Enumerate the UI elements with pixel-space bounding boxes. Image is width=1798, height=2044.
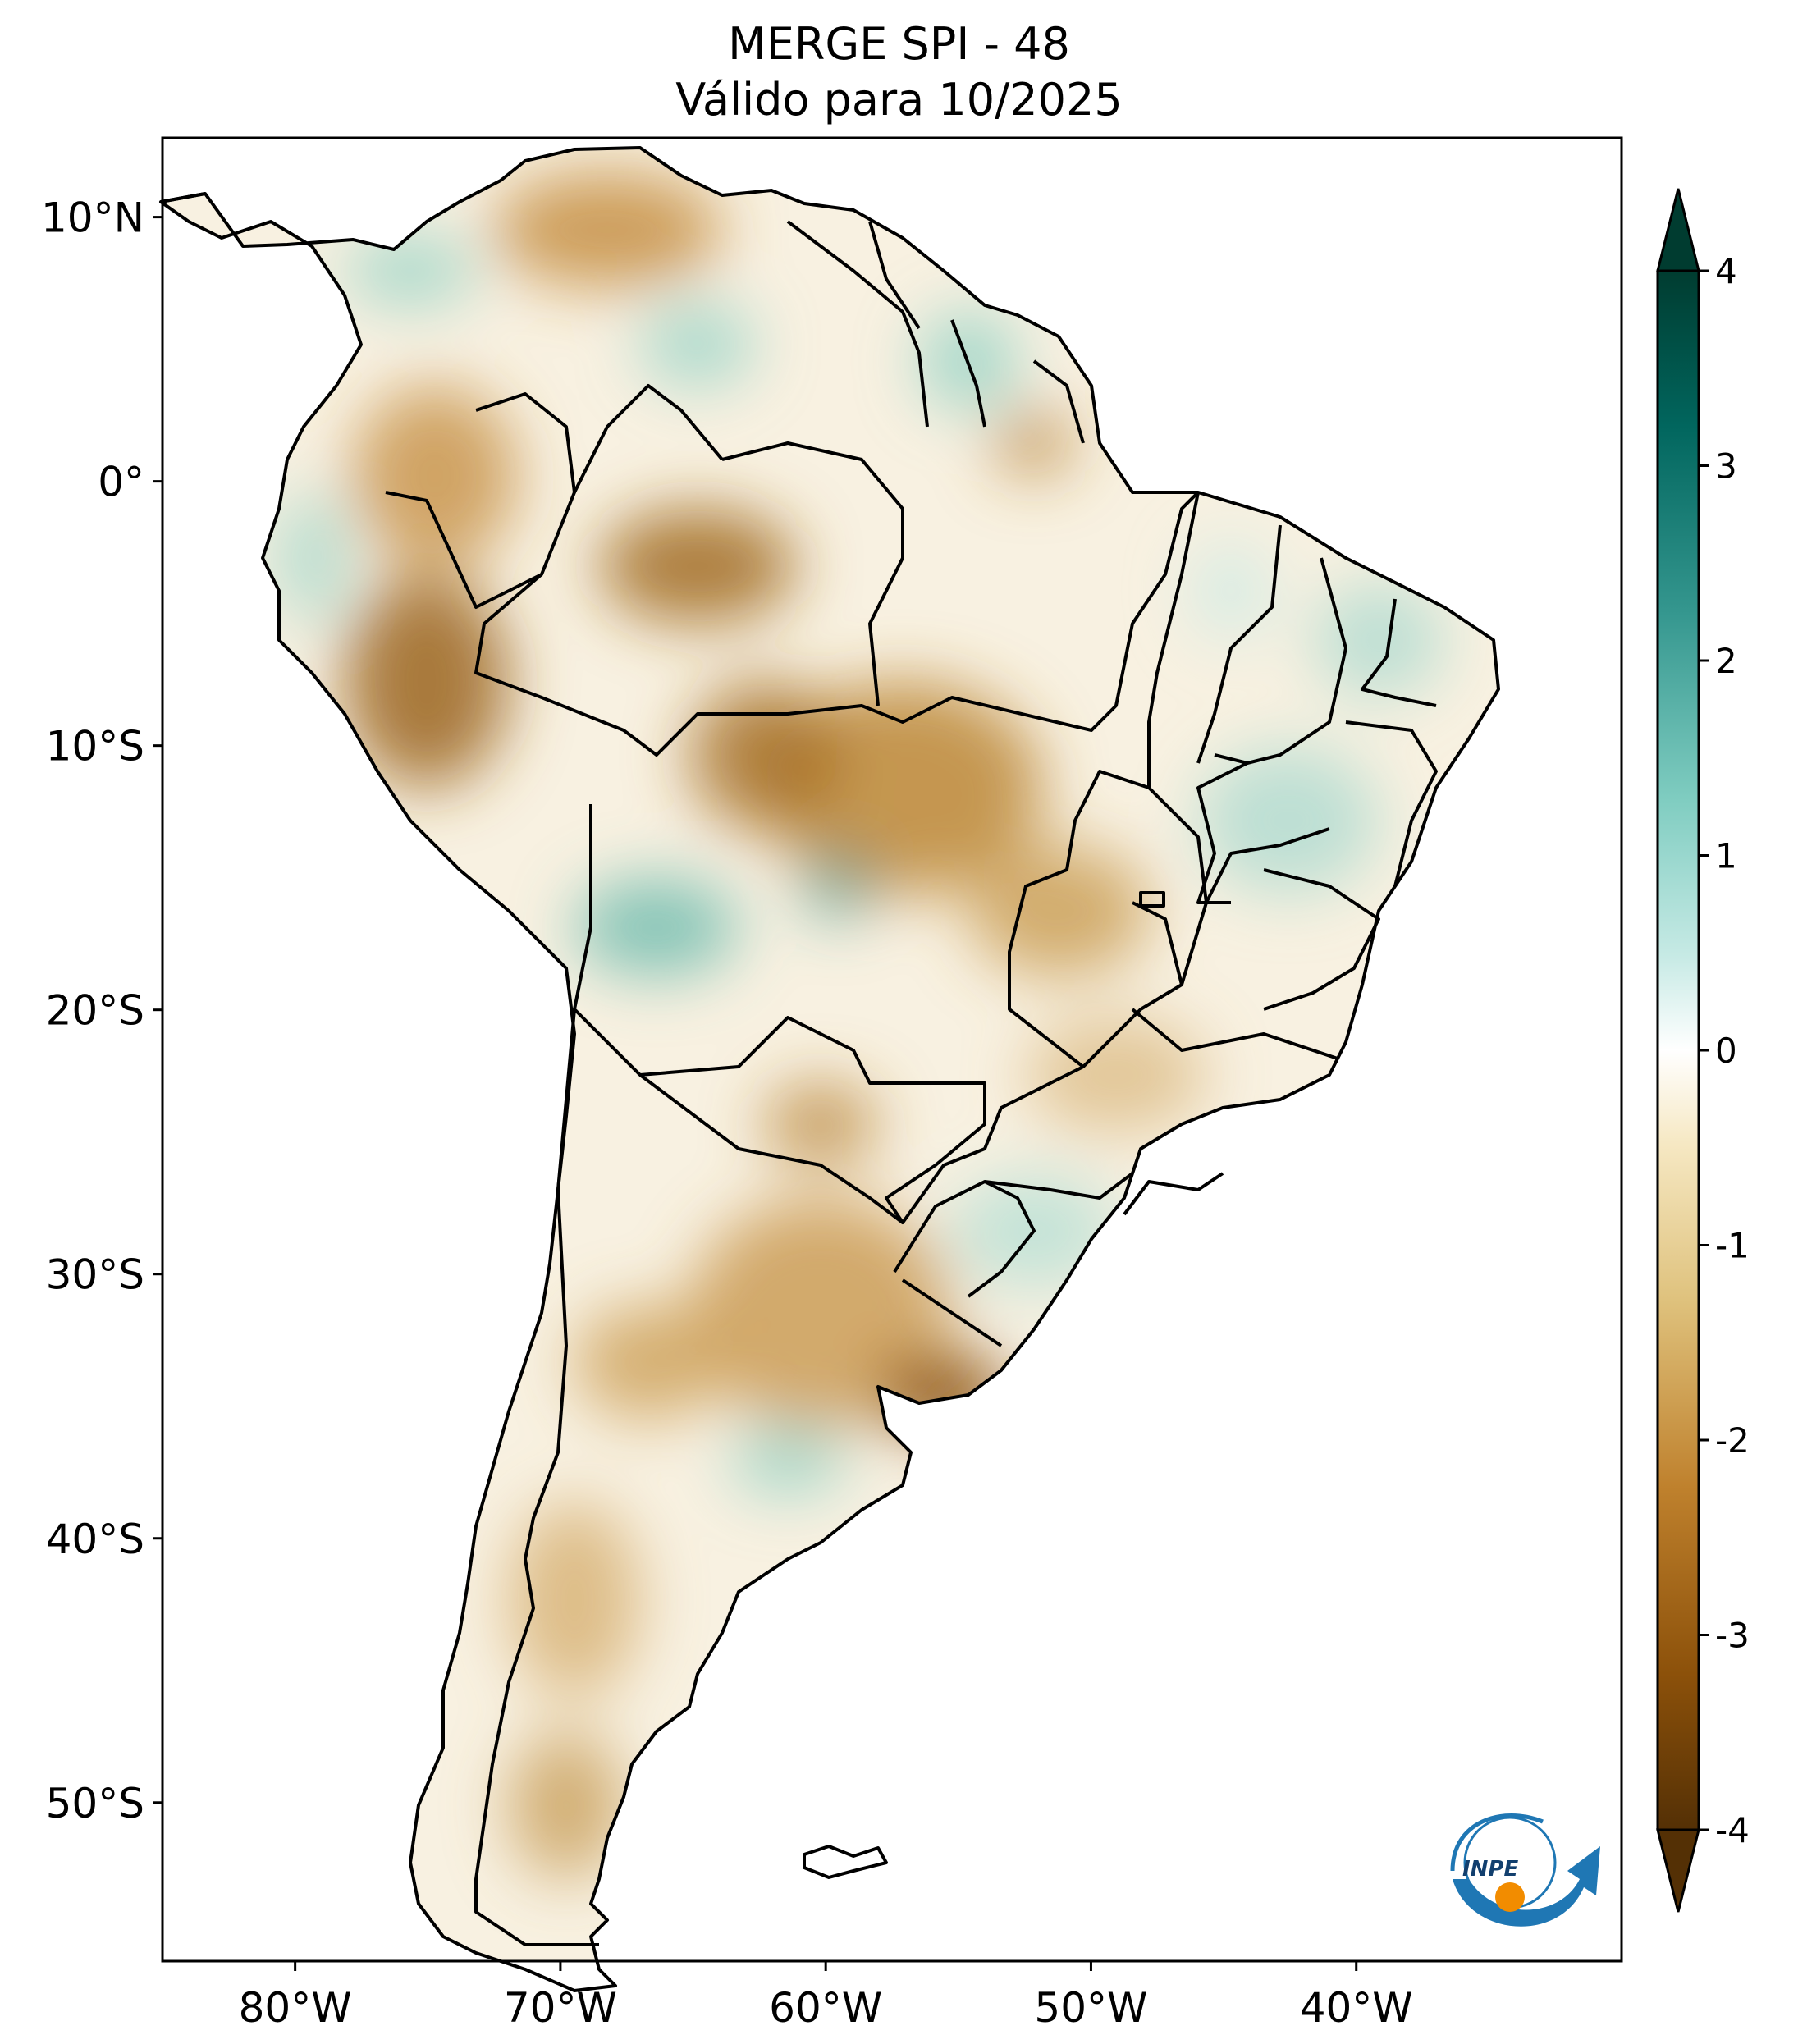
colorbar-ticks: 4 3 2 1 0 -1 -2 -3 -4 (1699, 251, 1750, 1850)
lon-tick-label: 50°W (1034, 1984, 1147, 2032)
colorbar-tick-label: 2 (1715, 641, 1737, 681)
colorbar-tick-label: 1 (1715, 836, 1737, 876)
colorbar-tick-label: 3 (1715, 446, 1737, 487)
lat-tick-label: 10°N (41, 194, 144, 242)
colorbar-min-extension (1656, 1828, 1700, 1913)
colorbar-gradient (1656, 269, 1700, 1831)
colorbar-tick-label: 0 (1715, 1031, 1737, 1071)
logo-text: INPE (1462, 1857, 1518, 1882)
lat-tick-label: 10°S (46, 723, 144, 771)
lat-tick-label: 20°S (46, 987, 144, 1035)
country-borders (159, 146, 1500, 1992)
colorbar-tick-label: -2 (1715, 1420, 1750, 1461)
map-frame (161, 136, 1623, 1963)
logo-arc-icon (1450, 1813, 1544, 1872)
logo-sun-icon (1495, 1882, 1525, 1912)
lon-tick-label: 70°W (504, 1984, 617, 2032)
colorbar-tick-label: -3 (1715, 1616, 1750, 1656)
map-subtitle: Válido para 10/2025 (675, 74, 1123, 126)
map-title: MERGE SPI - 48 (728, 18, 1070, 70)
colorbar-tick-label: -1 (1715, 1226, 1750, 1266)
lat-tick-label: 30°S (46, 1251, 144, 1299)
colorbar-tick-label: -4 (1715, 1810, 1750, 1850)
colorbar-tick-label: 4 (1715, 251, 1737, 291)
lat-tick-label: 0° (98, 459, 144, 506)
lat-tick-label: 50°S (46, 1780, 144, 1827)
longitude-ticks: 80°W 70°W 60°W 50°W 40°W (239, 1961, 1413, 2032)
lon-tick-label: 80°W (239, 1984, 352, 2032)
colorbar: 4 3 2 1 0 -1 -2 -3 -4 (1656, 188, 1750, 1913)
lat-tick-label: 40°S (46, 1516, 144, 1563)
lon-tick-label: 40°W (1300, 1984, 1413, 2032)
lon-tick-label: 60°W (769, 1984, 882, 2032)
latitude-ticks: 10°N 0° 10°S 20°S 30°S 40°S 50°S (41, 194, 162, 1827)
colorbar-max-extension (1656, 188, 1700, 272)
logo-arrow-icon (1453, 1846, 1600, 1927)
inpe-logo: INPE (1450, 1813, 1600, 1927)
